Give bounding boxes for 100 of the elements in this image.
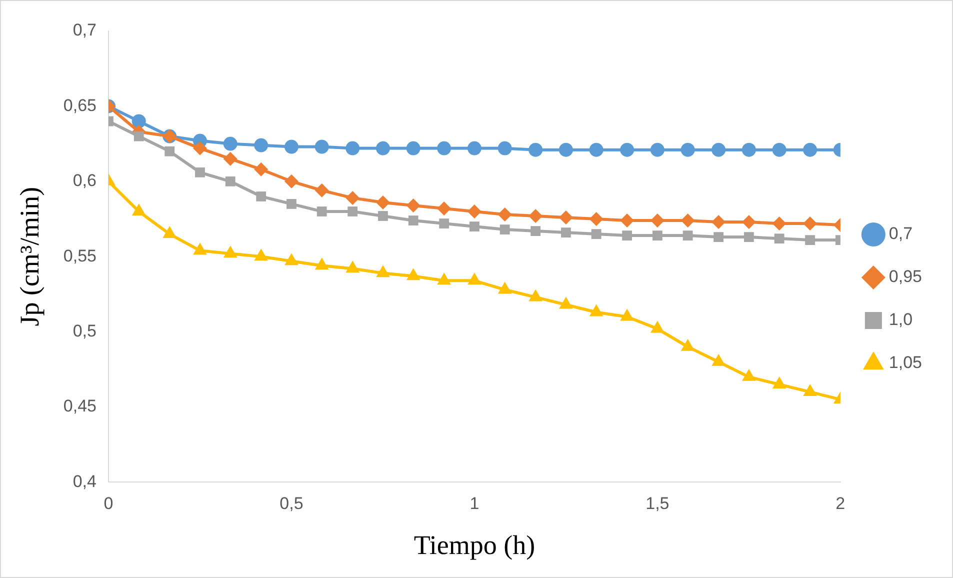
point (712, 142, 726, 157)
point (589, 304, 604, 316)
point (284, 253, 298, 266)
point (134, 131, 144, 142)
point (346, 260, 360, 273)
point (620, 142, 634, 157)
point (346, 190, 360, 205)
y-tick-label: 0,45 (63, 396, 96, 416)
point (408, 216, 418, 226)
point (652, 230, 662, 240)
x-tick-label: 1,5 (646, 494, 670, 514)
point (164, 146, 175, 156)
point (498, 141, 512, 156)
point (284, 140, 298, 154)
point (284, 174, 298, 188)
point (620, 214, 634, 228)
point (195, 167, 205, 178)
point (742, 368, 756, 381)
point (192, 141, 207, 156)
point (468, 272, 482, 285)
y-tick-label: 0,4 (72, 472, 96, 491)
point (346, 141, 360, 156)
point (774, 234, 784, 244)
point (680, 214, 695, 228)
point (254, 162, 268, 176)
point (437, 201, 452, 216)
point (772, 142, 786, 157)
point (744, 232, 754, 242)
point (742, 215, 756, 230)
point (560, 228, 571, 238)
point (528, 142, 543, 157)
point (528, 289, 542, 302)
point (803, 216, 818, 231)
x-axis-title: Tiempo (h) (414, 530, 536, 560)
point (314, 140, 329, 154)
point (622, 230, 632, 240)
point (650, 320, 664, 333)
point (376, 141, 390, 156)
point (650, 214, 664, 228)
point (378, 211, 388, 221)
point (500, 224, 510, 234)
x-tick-label: 1 (470, 494, 480, 514)
point (376, 265, 390, 278)
legend-label: 1,0 (888, 310, 913, 330)
point (591, 229, 602, 239)
point (256, 191, 266, 202)
point (223, 246, 238, 258)
point (589, 212, 604, 226)
point (193, 242, 207, 255)
point (803, 142, 818, 157)
y-axis-title: Jp (cm³/min) (14, 186, 44, 326)
point (772, 376, 786, 388)
point (437, 272, 452, 285)
point (286, 199, 296, 209)
point (254, 248, 268, 261)
point (558, 142, 573, 157)
x-tick-label: 2 (836, 494, 846, 514)
point (805, 235, 815, 246)
point (314, 258, 329, 270)
legend-label: 1,05 (888, 353, 922, 372)
x-tick-label: 0 (104, 494, 114, 514)
point (223, 152, 238, 166)
point (406, 198, 420, 212)
point (223, 136, 238, 151)
legend-label: 0,95 (888, 267, 922, 286)
point (772, 216, 786, 231)
point (680, 338, 695, 351)
point (680, 142, 695, 157)
x-tick-label: 0,5 (280, 494, 304, 514)
point (470, 222, 480, 232)
point (467, 141, 482, 156)
y-tick-label: 0,7 (72, 20, 96, 40)
point (376, 195, 390, 210)
point (406, 268, 420, 280)
point (712, 215, 726, 230)
point (467, 204, 482, 218)
point (682, 230, 693, 240)
point (712, 354, 726, 366)
point (714, 232, 724, 242)
point (132, 114, 146, 128)
point (498, 207, 512, 222)
y-tick-label: 0,55 (63, 246, 96, 266)
point (437, 141, 452, 156)
point (498, 282, 512, 294)
y-tick-label: 0,6 (72, 171, 96, 190)
point (439, 218, 450, 228)
point (559, 296, 573, 309)
point (530, 226, 541, 236)
point (225, 176, 236, 186)
point (406, 141, 420, 156)
point (316, 206, 327, 216)
y-tick-label: 0,5 (72, 321, 96, 340)
point (650, 142, 664, 157)
y-tick-label: 0,65 (63, 96, 96, 115)
point (162, 226, 177, 238)
point (589, 142, 604, 157)
point (254, 138, 268, 152)
legend-label: 0,7 (888, 224, 913, 244)
point (742, 142, 756, 157)
point (348, 206, 358, 216)
